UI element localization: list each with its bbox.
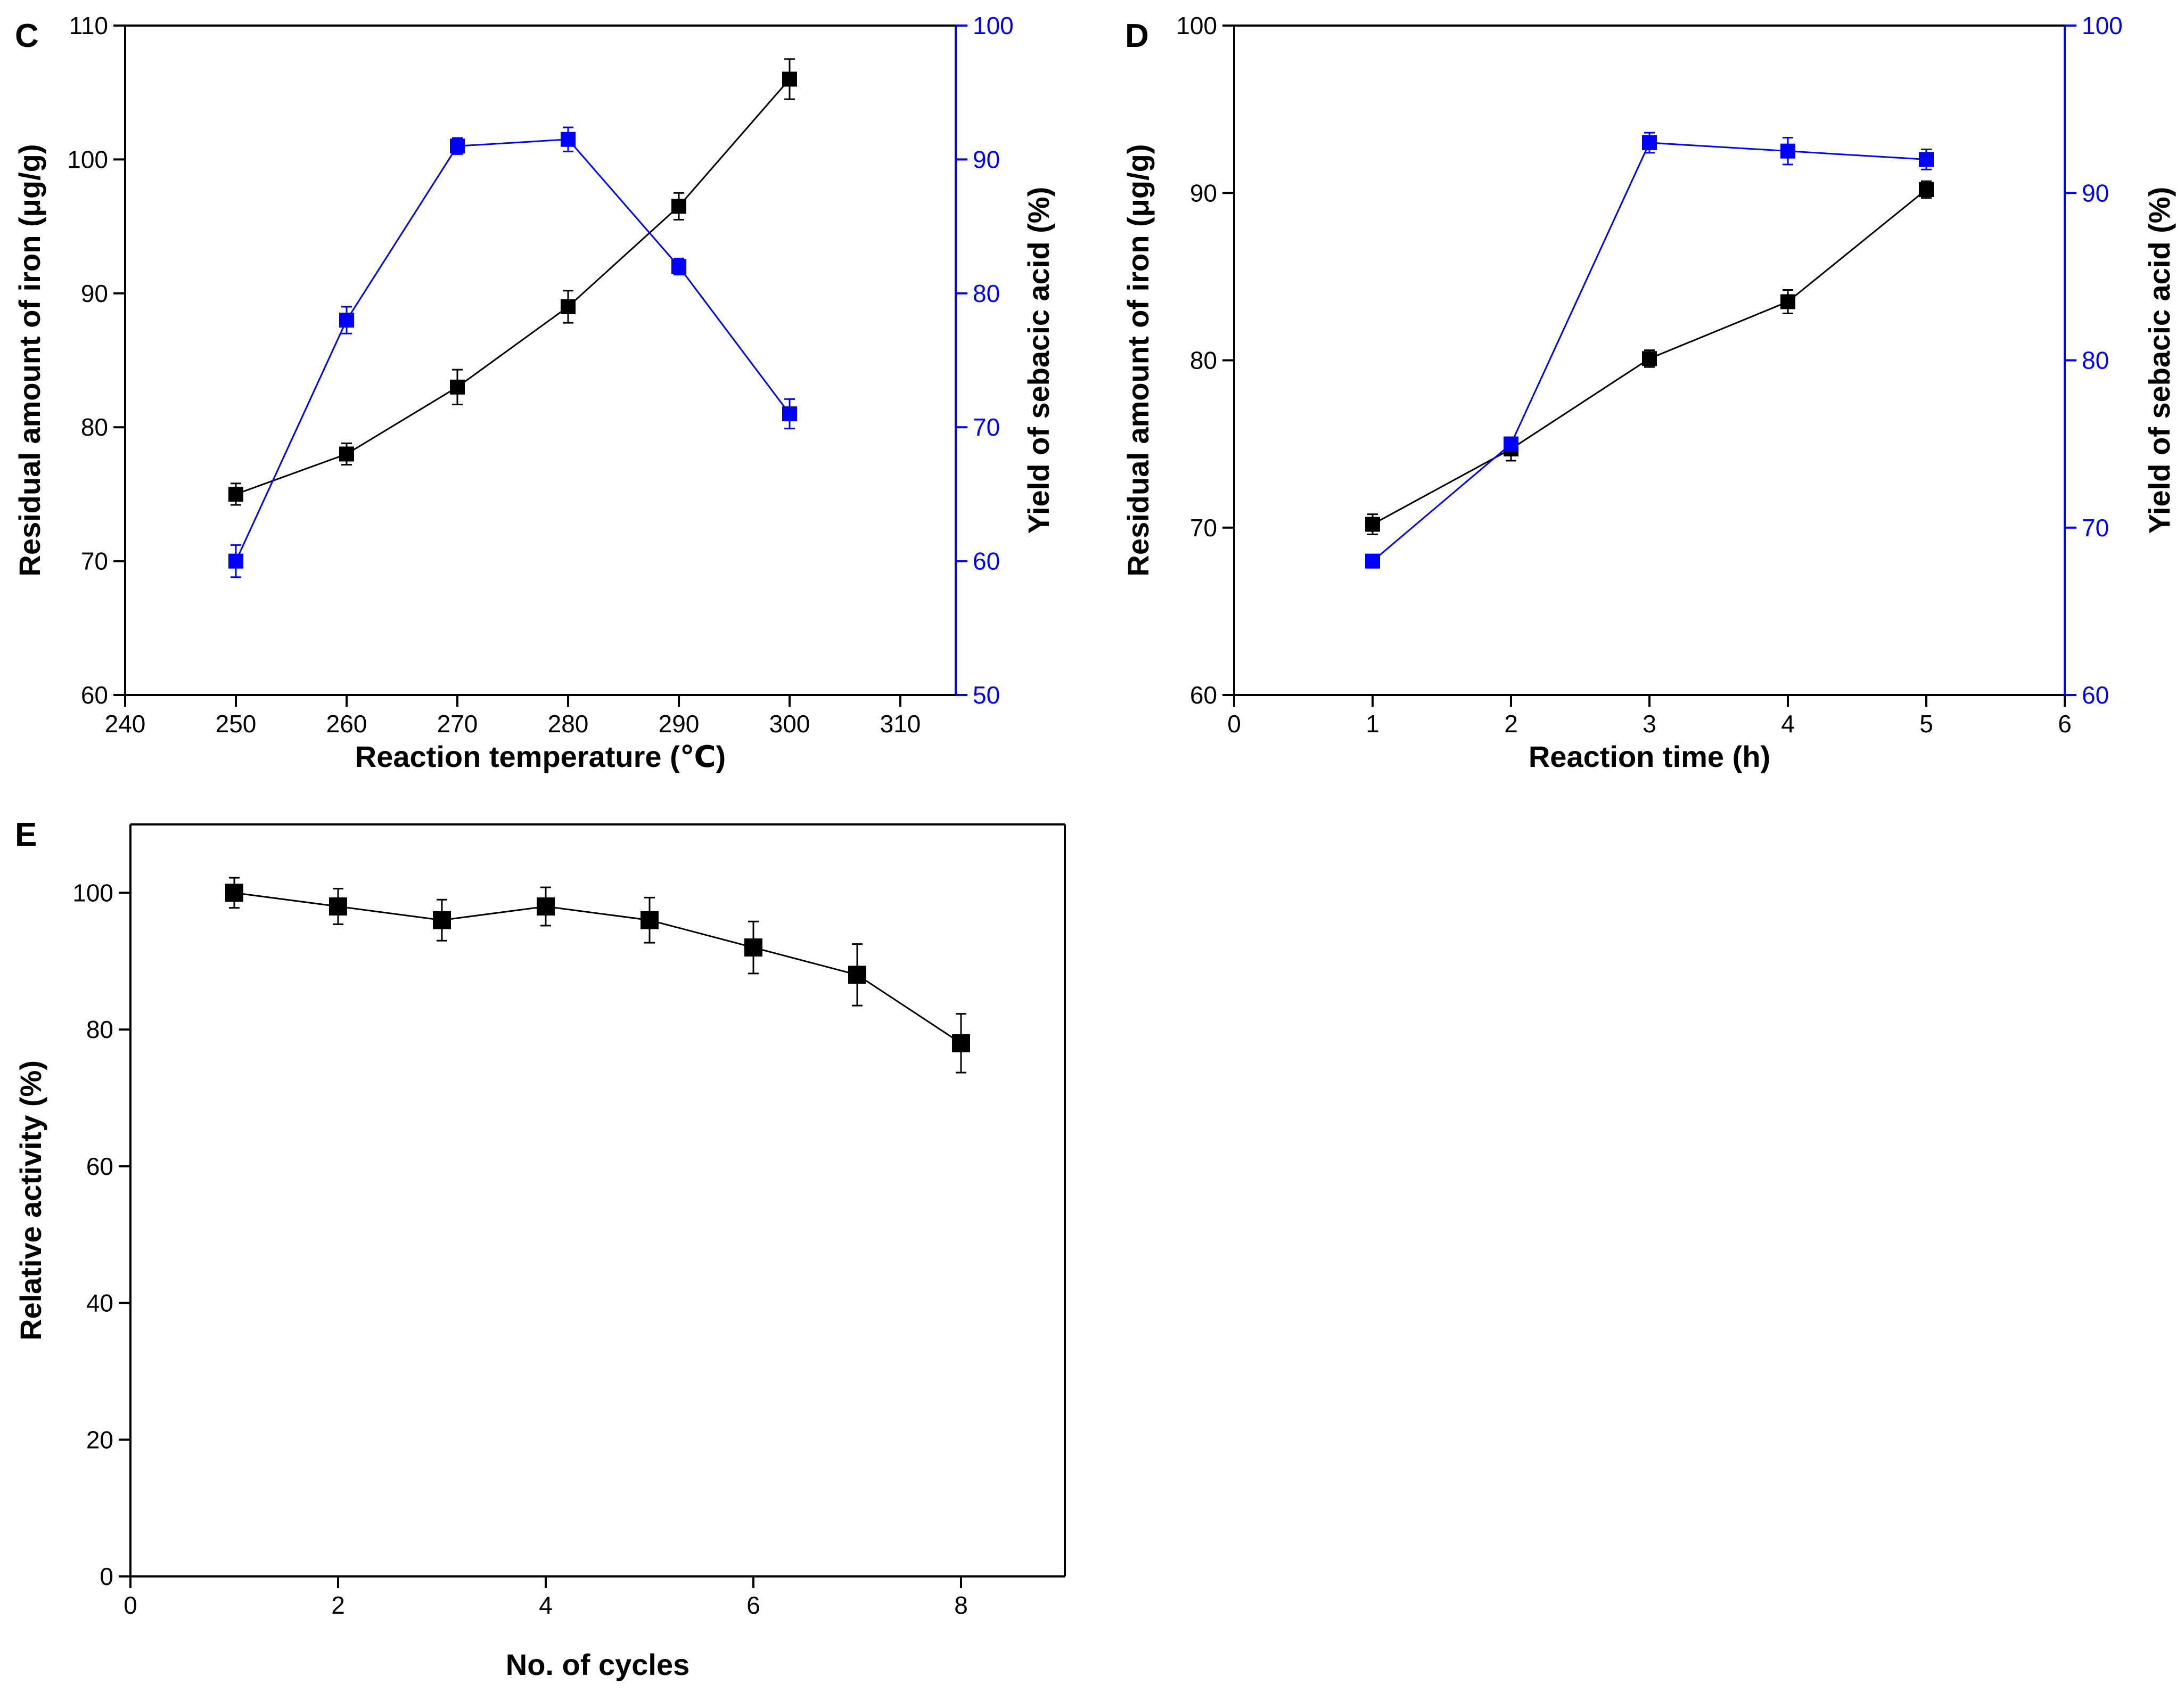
x-axis-title: Reaction temperature (℃): [355, 740, 726, 773]
panel-label: C: [15, 18, 39, 54]
y-right-tick-label: 100: [973, 12, 1014, 39]
y-left-tick-label: 100: [1176, 12, 1217, 39]
data-point: [433, 911, 451, 929]
x-tick-label: 6: [746, 1591, 760, 1619]
y-right-tick-label: 90: [973, 145, 1000, 173]
y-right-axis-title: Yield of sebacic acid (%): [2142, 187, 2176, 534]
data-point: [1504, 436, 1518, 452]
y-left-tick-label: 0: [100, 1563, 113, 1590]
y-left-axis-title: Relative activity (%): [14, 1060, 47, 1340]
data-point: [1365, 553, 1380, 569]
data-point: [671, 259, 686, 274]
y-left-tick-label: 40: [86, 1289, 113, 1317]
y-right-tick-label: 100: [2082, 12, 2123, 39]
x-tick-label: 3: [1643, 710, 1656, 738]
data-point: [782, 71, 797, 87]
series-line-primary: [235, 78, 791, 495]
y-left-tick-label: 60: [1190, 681, 1217, 709]
y-right-tick-label: 50: [973, 681, 1000, 709]
data-point: [848, 966, 866, 984]
data-point: [450, 379, 465, 395]
x-axis-title: No. of cycles: [506, 1648, 689, 1681]
x-tick-label: 290: [659, 710, 700, 738]
y-left-tick-label: 80: [86, 1016, 113, 1043]
data-point: [329, 897, 347, 916]
data-point: [782, 406, 797, 422]
y-left-tick-label: 110: [69, 12, 108, 39]
series-line-primary: [234, 892, 962, 1044]
y-left-tick-label: 80: [81, 413, 108, 441]
data-point: [228, 553, 243, 569]
y-right-tick-label: 70: [973, 413, 1000, 441]
x-tick-label: 1: [1366, 710, 1380, 738]
data-point: [228, 486, 243, 502]
y-left-tick-label: 60: [81, 681, 108, 709]
x-tick-label: 4: [1781, 710, 1795, 738]
x-tick-label: 0: [124, 1591, 137, 1619]
x-tick-label: 2: [1504, 710, 1518, 738]
y-right-tick-label: 60: [973, 547, 1000, 575]
x-tick-label: 4: [539, 1591, 553, 1619]
data-point: [1780, 294, 1795, 309]
y-left-tick-label: 90: [81, 280, 108, 307]
y-left-tick-label: 70: [81, 547, 108, 575]
data-point: [561, 132, 576, 147]
x-tick-label: 300: [769, 710, 810, 738]
data-point: [1642, 135, 1657, 150]
y-left-tick-label: 20: [86, 1426, 113, 1453]
data-point: [1919, 152, 1934, 167]
y-right-axis-title: Yield of sebacic acid (%): [1022, 187, 1055, 534]
x-axis-title: Reaction time (h): [1529, 740, 1770, 773]
x-tick-label: 260: [326, 710, 367, 738]
data-point: [641, 911, 659, 929]
x-tick-label: 310: [880, 710, 921, 738]
data-point: [1919, 182, 1934, 197]
y-left-tick-label: 60: [86, 1152, 113, 1180]
data-point: [1365, 517, 1380, 532]
y-right-tick-label: 80: [973, 280, 1000, 307]
data-point: [744, 938, 762, 957]
x-tick-label: 280: [548, 710, 589, 738]
data-point: [952, 1034, 970, 1052]
y-left-tick-label: 70: [1190, 514, 1217, 542]
x-tick-label: 240: [105, 710, 146, 738]
panel-label: D: [1125, 18, 1149, 54]
y-left-tick-label: 80: [1190, 347, 1217, 374]
data-point: [537, 897, 555, 916]
y-left-axis-title: Residual amount of iron (μg/g): [1121, 144, 1155, 577]
data-point: [1642, 351, 1657, 366]
series-line-yield: [235, 138, 791, 562]
y-right-tick-label: 80: [2082, 347, 2109, 374]
y-right-tick-label: 70: [2082, 514, 2109, 542]
data-point: [450, 138, 465, 154]
x-tick-label: 270: [437, 710, 478, 738]
y-right-tick-label: 60: [2082, 681, 2109, 709]
x-tick-label: 0: [1227, 710, 1241, 738]
y-right-tick-label: 90: [2082, 179, 2109, 207]
data-point: [1780, 143, 1795, 159]
x-tick-label: 250: [216, 710, 257, 738]
y-left-tick-label: 90: [1190, 179, 1217, 207]
y-left-axis-title: Residual amount of iron (μg/g): [13, 144, 46, 577]
data-point: [339, 446, 354, 462]
panel-label: E: [15, 816, 37, 853]
x-tick-label: 8: [954, 1591, 968, 1619]
data-point: [561, 299, 576, 314]
x-tick-label: 2: [331, 1591, 345, 1619]
y-left-tick-label: 100: [72, 879, 113, 906]
data-point: [225, 884, 243, 902]
data-point: [339, 313, 354, 328]
x-tick-label: 5: [1919, 710, 1933, 738]
y-left-tick-label: 100: [67, 145, 108, 173]
x-tick-label: 6: [2058, 710, 2072, 738]
data-point: [671, 199, 686, 214]
